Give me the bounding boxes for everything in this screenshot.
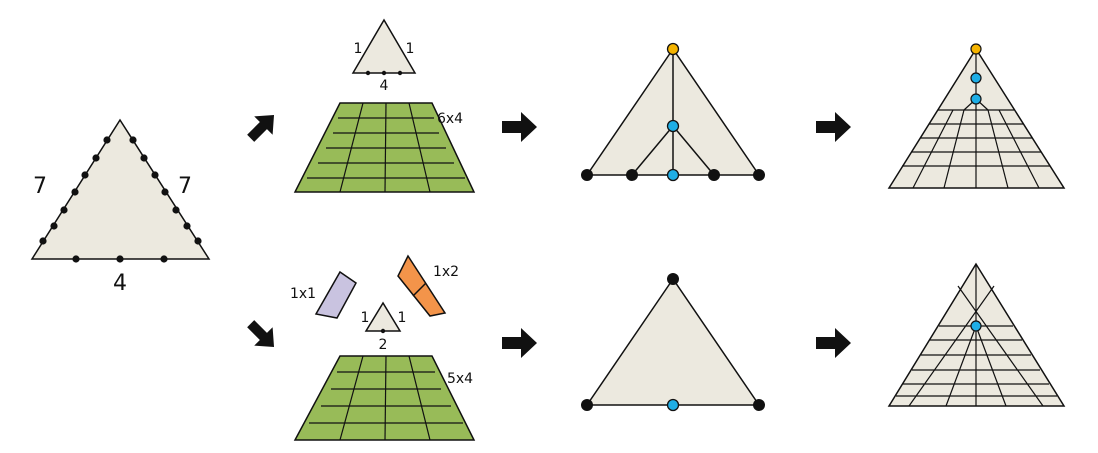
interior-vertex xyxy=(970,320,982,332)
purple-patch-label: 1x1 xyxy=(290,286,316,302)
bottom-small-right-count: 1 xyxy=(398,310,407,326)
arrow-right-icon xyxy=(502,112,537,142)
input-triangle-right-dots xyxy=(129,136,202,245)
arrow-down-right-icon xyxy=(247,320,275,348)
orange-patch xyxy=(397,254,447,317)
top-topology xyxy=(581,42,765,182)
corner-vertices xyxy=(581,169,765,181)
bottom-decomposition: 1x1 1x2 1 1 2 5x4 xyxy=(290,254,476,441)
input-bottom-count: 4 xyxy=(113,271,127,296)
bottom-quad-grid xyxy=(293,355,476,441)
arrow-up-right-icon xyxy=(247,114,275,142)
edge-midpoint-vertex xyxy=(666,398,680,412)
input-triangle-bottom-dots xyxy=(72,255,168,263)
top-quad-grid xyxy=(293,102,476,193)
arrow-right-icon xyxy=(816,112,851,142)
orange-patch-label: 1x2 xyxy=(433,264,459,280)
apex-vertex xyxy=(970,43,982,55)
bottom-small-left-count: 1 xyxy=(361,310,370,326)
top-grid-label: 6x4 xyxy=(437,111,463,127)
top-small-right-count: 1 xyxy=(406,41,415,57)
interior-vertex xyxy=(970,72,982,84)
arrow-right-icon xyxy=(502,328,537,358)
bottom-grid-label: 5x4 xyxy=(447,371,473,387)
bottom-final-mesh xyxy=(887,262,1066,407)
bottom-small-triangle xyxy=(364,301,402,332)
input-triangle: 7 7 4 xyxy=(30,118,211,296)
input-left-count: 7 xyxy=(33,174,47,199)
top-decomposition: 1 1 4 6x4 xyxy=(293,18,476,193)
top-small-bottom-count: 4 xyxy=(380,78,389,94)
input-triangle-left-dots xyxy=(39,136,111,245)
purple-patch xyxy=(314,270,357,319)
interior-vertex xyxy=(970,93,982,105)
top-final-mesh xyxy=(887,43,1066,189)
bottom-small-bottom-count: 2 xyxy=(379,337,388,353)
input-right-count: 7 xyxy=(178,174,192,199)
bottom-topology xyxy=(581,273,765,412)
corner-vertices xyxy=(581,273,765,411)
top-small-triangle-dots xyxy=(365,70,403,76)
apex-vertex xyxy=(666,42,680,56)
interior-vertex xyxy=(666,119,680,133)
edge-midpoint-vertex xyxy=(666,168,680,182)
arrow-right-icon xyxy=(816,328,851,358)
top-small-left-count: 1 xyxy=(354,41,363,57)
